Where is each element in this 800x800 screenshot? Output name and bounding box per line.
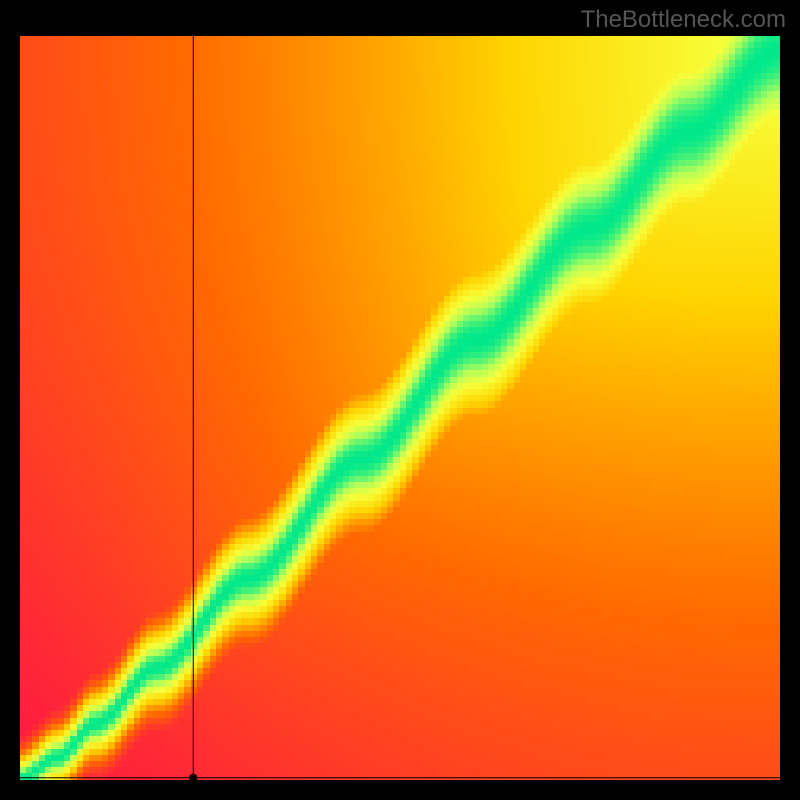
watermark-text: TheBottleneck.com (581, 6, 786, 34)
bottleneck-heatmap (20, 36, 780, 780)
